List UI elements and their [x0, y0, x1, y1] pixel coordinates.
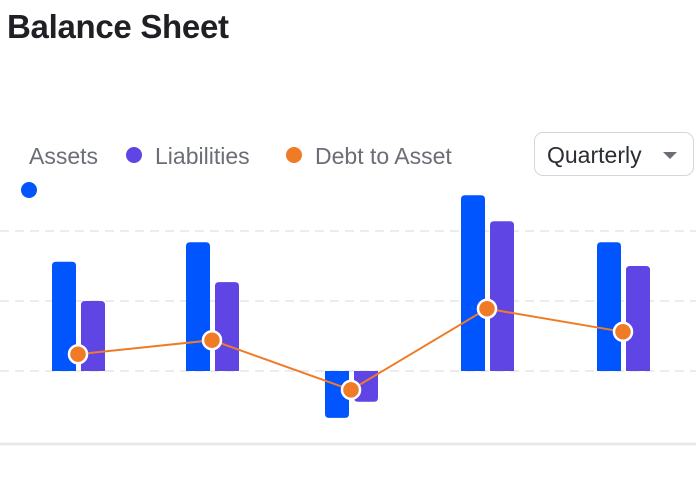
page-title: Balance Sheet	[7, 8, 229, 45]
legend-label-liabilities: Liabilities	[155, 143, 250, 169]
bar-assets	[461, 195, 485, 371]
bar-assets	[186, 242, 210, 371]
bar-assets	[52, 261, 76, 371]
bar-liabilities	[490, 221, 514, 371]
point-debt-to-asset	[67, 343, 89, 365]
period-dropdown[interactable]: Quarterly	[534, 132, 694, 176]
line-debt-to-asset	[77, 307, 624, 392]
point-debt-to-asset	[340, 379, 362, 401]
caret-down-icon	[663, 152, 677, 159]
legend-dot-assets	[21, 182, 37, 198]
period-dropdown-value: Quarterly	[547, 142, 642, 168]
bar-assets	[597, 242, 621, 371]
bar-liabilities	[626, 266, 650, 371]
legend-label-assets: Assets	[29, 143, 99, 169]
legend-dot-debt-to-asset	[286, 147, 302, 163]
legend-dot-liabilities	[126, 147, 142, 163]
bar-liabilities	[215, 282, 239, 371]
point-debt-to-asset	[612, 321, 634, 343]
point-debt-to-asset	[201, 329, 223, 351]
point-debt-to-asset	[476, 298, 498, 319]
legend-label-debt-to-asset: Debt to Asset	[315, 143, 452, 169]
